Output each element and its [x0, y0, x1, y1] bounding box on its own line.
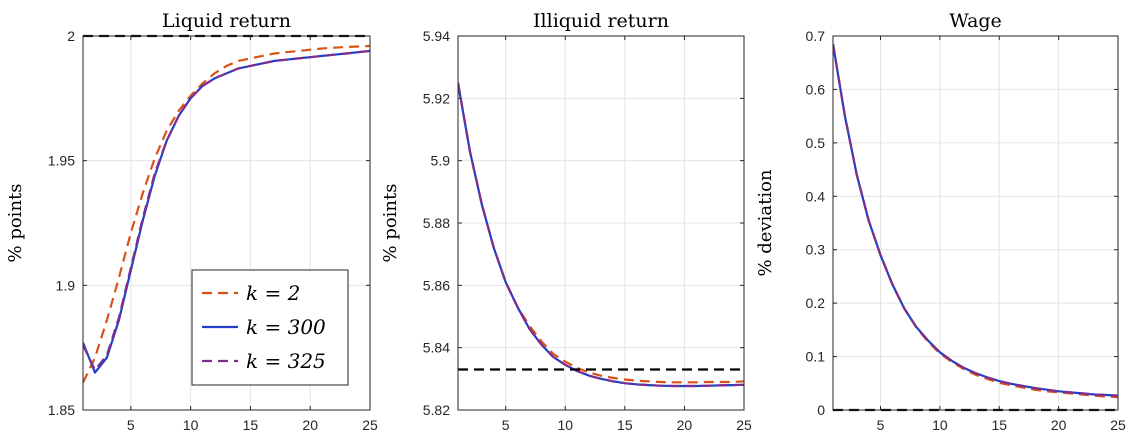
y-axis-label: % points [380, 183, 401, 262]
panel-wage: 5 10 15 20 25 0 0.1 0.2 0.3 0.4 0.5 0.6 0.7 Wage % dev… [755, 10, 1126, 433]
x-tick-label: 20 [677, 417, 693, 433]
axes-box [457, 35, 745, 411]
y-tick-label: 5.9 [431, 153, 451, 169]
y-tick-label: 0.6 [806, 81, 826, 97]
y-tick-label: 5.88 [423, 215, 450, 231]
series-line-k-325 [833, 43, 1118, 397]
panel-title: Liquid return [162, 10, 291, 32]
panel-illiquid-return: 5 10 15 20 25 5.82 5.84 5.86 5.88 5.9 5.92 5.94 Illi… [380, 10, 752, 433]
y-tick-label: 0.4 [806, 188, 826, 204]
x-tick-label: 15 [991, 417, 1007, 433]
y-axis-label: % deviation [755, 169, 776, 276]
legend-label: k = 325 [246, 349, 326, 373]
x-tick-label: 15 [617, 417, 633, 433]
x-tick-label: 5 [502, 417, 510, 433]
y-tick-label: 5.94 [423, 28, 450, 44]
x-tick-label: 20 [1051, 417, 1067, 433]
y-tick-label: 1.95 [48, 153, 75, 169]
x-tick-label: 20 [302, 417, 318, 433]
plot-area [833, 36, 1118, 410]
y-tick-label: 0.7 [806, 28, 826, 44]
legend-label: k = 300 [246, 315, 326, 339]
y-tick-label: 5.92 [423, 90, 450, 106]
x-tick-label: 5 [127, 417, 135, 433]
x-tick-label: 25 [362, 417, 378, 433]
x-tick-label: 10 [183, 417, 199, 433]
legend: k = 2 k = 300 k = 325 [191, 269, 349, 386]
y-tick-label: 0.1 [806, 349, 826, 365]
series-line-k-300 [458, 82, 744, 388]
y-tick-label: 5.82 [423, 402, 450, 418]
y-tick-label: 0 [817, 402, 825, 418]
x-tick-label: 25 [736, 417, 752, 433]
panel-title: Wage [949, 10, 1002, 32]
y-tick-label: 1.85 [48, 402, 75, 418]
y-tick-label: 0.3 [806, 242, 826, 258]
series-line-k-325 [83, 49, 370, 372]
x-tick-label: 10 [557, 417, 573, 433]
x-tick-label: 15 [243, 417, 259, 433]
y-tick-label: 0.5 [806, 135, 826, 151]
series-line-k-2 [458, 82, 744, 384]
y-tick-label: 1.9 [56, 277, 76, 293]
x-tick-label: 5 [877, 417, 885, 433]
legend-label: k = 2 [246, 281, 300, 305]
y-tick-label: 0.2 [806, 295, 826, 311]
x-tick-label: 10 [932, 417, 948, 433]
axes-box [832, 35, 1119, 411]
y-tick-label: 5.86 [423, 277, 450, 293]
series-line-k-2 [83, 44, 370, 384]
y-tick-label: 5.84 [423, 340, 450, 356]
panel-title: Illiquid return [533, 10, 669, 32]
x-tick-label: 25 [1110, 417, 1126, 433]
y-axis-label: % points [5, 183, 26, 262]
y-tick-label: 2 [67, 28, 75, 44]
axes-box [82, 35, 371, 411]
